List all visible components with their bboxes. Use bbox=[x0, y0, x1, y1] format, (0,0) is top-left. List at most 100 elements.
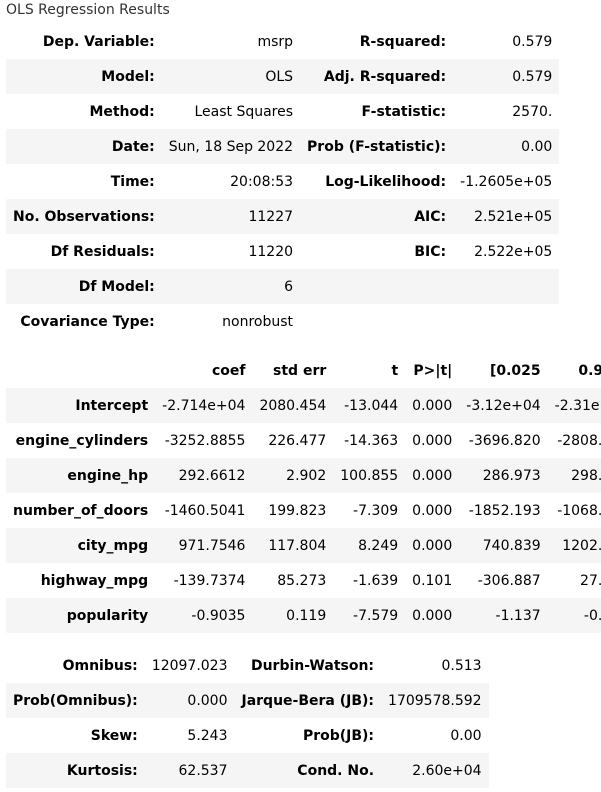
summary-row: Model: OLS Adj. R-squared: 0.579 bbox=[6, 59, 560, 94]
summary-value bbox=[453, 269, 560, 304]
diagnostics-value: 0.000 bbox=[144, 683, 235, 718]
coef-column-header: [0.025 bbox=[489, 362, 541, 379]
summary-value: 6 bbox=[161, 269, 301, 304]
summary-row: No. Observations: 11227 AIC: 2.521e+05 bbox=[6, 199, 560, 234]
diagnostics-label: Skew: bbox=[90, 727, 138, 744]
summary-value: 11220 bbox=[248, 243, 294, 260]
coef-value: 226.477 bbox=[268, 432, 327, 449]
summary-label: Dep. Variable: bbox=[42, 33, 155, 50]
coef-value: 2080.454 bbox=[252, 388, 334, 423]
summary-value: Least Squares bbox=[194, 103, 294, 120]
summary-row: Covariance Type: nonrobust bbox=[6, 304, 559, 339]
diagnostics-value: 2.60e+04 bbox=[381, 753, 489, 788]
coef-row: number_of_doors -1460.5041 199.823 -7.309 0.… bbox=[6, 493, 601, 528]
coef-value: -14.363 bbox=[344, 432, 399, 449]
coef-value: -1460.5041 bbox=[164, 502, 246, 519]
coef-column-header: coef bbox=[211, 362, 246, 379]
summary-label: Date: bbox=[6, 129, 162, 164]
diagnostics-label: Prob(JB): bbox=[302, 727, 375, 744]
diagnostics-value: 0.513 bbox=[441, 657, 482, 674]
diagnostics-value: 62.537 bbox=[144, 753, 235, 788]
diagnostics-label: Durbin-Watson: bbox=[250, 657, 375, 674]
diagnostics-value: 5.243 bbox=[187, 727, 228, 744]
coef-value: 2.902 bbox=[252, 458, 334, 493]
coef-value: 0.000 bbox=[412, 502, 453, 519]
coef-value: -1852.193 bbox=[468, 502, 541, 519]
diagnostics-label: Prob(Omnibus): bbox=[6, 683, 145, 718]
coef-value: -13.044 bbox=[333, 388, 406, 423]
summary-label: Log-Likelihood: bbox=[325, 173, 447, 190]
coef-value: -139.7374 bbox=[173, 572, 246, 589]
summary-label: Method: bbox=[89, 103, 155, 120]
coef-variable-name: Intercept bbox=[6, 388, 156, 423]
coef-row: engine_hp 292.6612 2.902 100.855 0.000 286.97… bbox=[6, 458, 601, 493]
coef-value: -1.639 bbox=[353, 572, 399, 589]
summary-row: Date: Sun, 18 Sep 2022 Prob (F-statistic):… bbox=[6, 129, 560, 164]
diagnostics-row: Kurtosis: 62.537 Cond. No. 2.60e+04 bbox=[6, 753, 489, 788]
coef-column-header: 0.975] bbox=[578, 362, 601, 379]
coef-variable-name: city_mpg bbox=[6, 528, 156, 563]
summary-value: 2570. bbox=[512, 103, 553, 120]
coef-value: 0.000 bbox=[405, 528, 460, 563]
coef-value: -3252.8855 bbox=[164, 432, 246, 449]
coef-variable-name: engine_cylinders bbox=[15, 432, 149, 449]
coef-value: -1068.816 bbox=[557, 502, 601, 519]
coef-value: -2.31e+04 bbox=[547, 388, 601, 423]
summary-label: R-squared: bbox=[359, 33, 447, 50]
coef-variable-name: number_of_doors bbox=[13, 502, 149, 519]
diagnostics-label: Jarque-Bera (JB): bbox=[234, 683, 382, 718]
coef-value: -2808.951 bbox=[557, 432, 601, 449]
coef-value: 199.823 bbox=[268, 502, 327, 519]
summary-value: 2.521e+05 bbox=[453, 199, 560, 234]
coef-column-header: P>|t| bbox=[413, 362, 453, 379]
summary-value bbox=[453, 304, 559, 339]
diagnostics-row: Prob(Omnibus): 0.000 Jarque-Bera (JB): 1709… bbox=[6, 683, 489, 718]
coef-variable-name: popularity bbox=[6, 598, 156, 633]
coef-value: 0.000 bbox=[405, 388, 460, 423]
summary-value: 2.522e+05 bbox=[474, 243, 553, 260]
coef-value: 8.249 bbox=[333, 528, 406, 563]
coef-value: -3.12e+04 bbox=[459, 388, 548, 423]
summary-row: Time: 20:08:53 Log-Likelihood: -1.2605e+05 bbox=[6, 164, 559, 199]
coef-value: 286.973 bbox=[459, 458, 548, 493]
summary-label: Adj. R-squared: bbox=[300, 59, 454, 94]
coef-variable-name: engine_hp bbox=[6, 458, 156, 493]
summary-label: F-statistic: bbox=[361, 103, 447, 120]
summary-label bbox=[300, 269, 454, 304]
diagnostics-label: Cond. No. bbox=[234, 753, 382, 788]
summary-row: Dep. Variable: msrp R-squared: 0.579 bbox=[6, 24, 559, 59]
coef-value: 117.804 bbox=[252, 528, 334, 563]
summary-value: nonrobust bbox=[222, 313, 294, 330]
diagnostics-value: 1709578.592 bbox=[381, 683, 489, 718]
summary-value: 0.579 bbox=[512, 33, 553, 50]
summary-value: OLS bbox=[161, 59, 301, 94]
summary-value: Sun, 18 Sep 2022 bbox=[161, 129, 301, 164]
model-summary-table: Dep. Variable: msrp R-squared: 0.579 Model: O… bbox=[6, 24, 560, 339]
summary-value: 11227 bbox=[161, 199, 301, 234]
coef-value: 0.000 bbox=[405, 458, 460, 493]
summary-value: -1.2605e+05 bbox=[460, 173, 553, 190]
diagnostics-row: Omnibus: 12097.023 Durbin-Watson: 0.513 bbox=[6, 648, 489, 683]
coef-column-header bbox=[6, 353, 155, 388]
coef-value: 971.7546 bbox=[155, 528, 253, 563]
summary-value: 0.579 bbox=[453, 59, 560, 94]
coef-row: Intercept -2.714e+04 2080.454 -13.044 0.000-… bbox=[6, 388, 601, 423]
summary-label: Df Model: bbox=[6, 269, 162, 304]
coefficients-header-row: coef std err t P>|t| [0.025 0.975] bbox=[6, 353, 601, 388]
summary-value: msrp bbox=[257, 33, 294, 50]
diagnostics-value: 12097.023 bbox=[151, 657, 228, 674]
coef-column-header: std err bbox=[273, 362, 327, 379]
summary-label: Df Residuals: bbox=[50, 243, 155, 260]
coef-value: -3696.820 bbox=[468, 432, 541, 449]
summary-label: Model: bbox=[6, 59, 162, 94]
coef-value: -306.887 bbox=[477, 572, 541, 589]
summary-label: BIC: bbox=[414, 243, 447, 260]
coef-variable-name: highway_mpg bbox=[40, 572, 149, 589]
diagnostics-value: 0.00 bbox=[450, 727, 482, 744]
diagnostics-label: Kurtosis: bbox=[6, 753, 145, 788]
coef-column-header: t bbox=[391, 362, 399, 379]
summary-row: Df Model: 6 bbox=[6, 269, 560, 304]
summary-label: AIC: bbox=[300, 199, 454, 234]
summary-value: 20:08:53 bbox=[230, 173, 294, 190]
coef-value: -7.579 bbox=[333, 598, 406, 633]
